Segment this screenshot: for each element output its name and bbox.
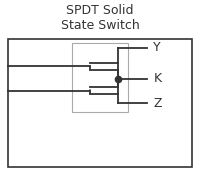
Text: Z: Z [153,97,162,110]
Text: Y: Y [153,41,161,54]
Text: SPDT Solid
State Switch: SPDT Solid State Switch [61,4,139,32]
Text: K: K [153,72,161,85]
Bar [8,39,192,167]
Bar [72,43,128,112]
